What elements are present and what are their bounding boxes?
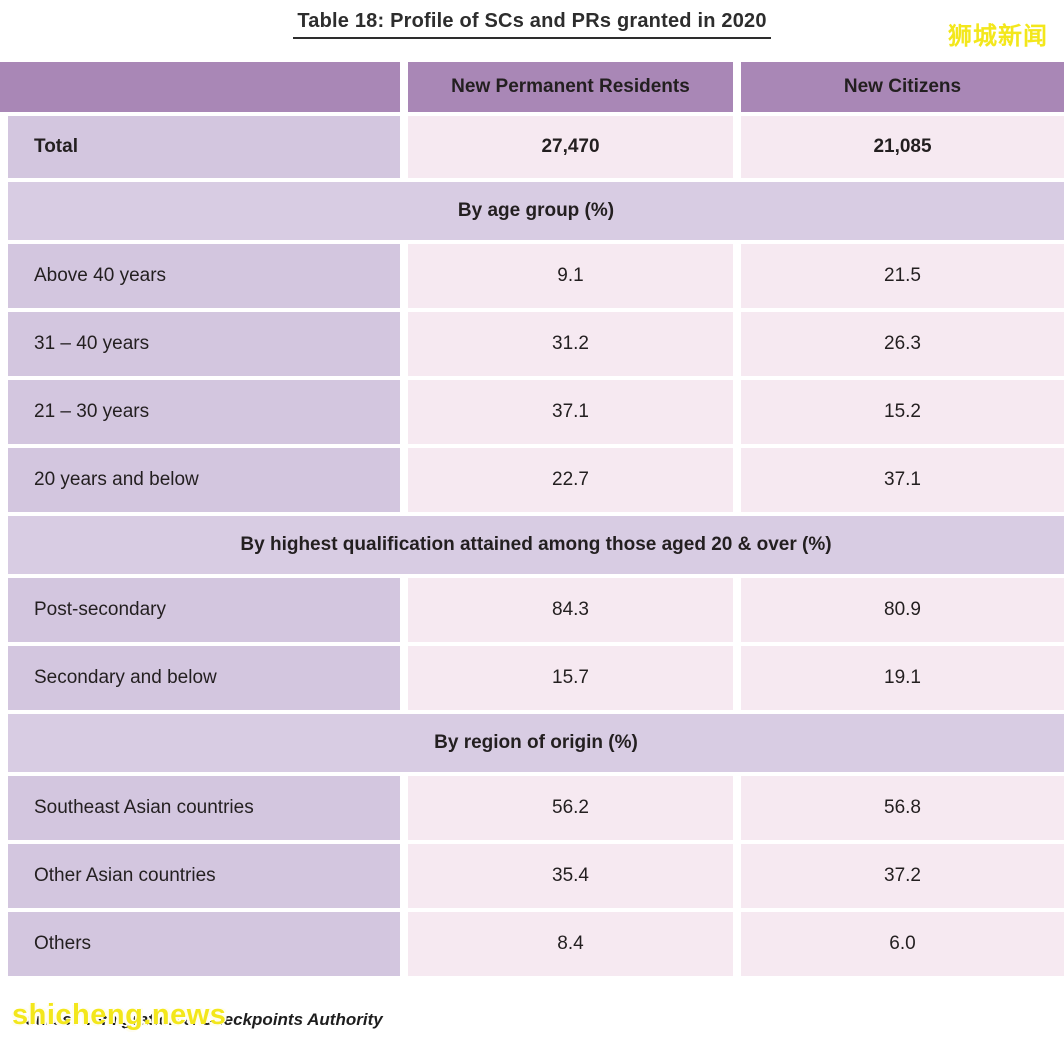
nc-value-cell: 19.1 — [741, 646, 1064, 710]
pr-value-cell: 37.1 — [408, 380, 733, 444]
profile-table: New Permanent Residents New Citizens Tot… — [0, 62, 1064, 976]
table-header-empty — [0, 62, 400, 112]
row-label: Others — [8, 912, 400, 976]
table-row: Secondary and below 15.7 19.1 — [8, 646, 1064, 710]
table-row: Other Asian countries 35.4 37.2 — [8, 844, 1064, 908]
pr-value-cell: 31.2 — [408, 312, 733, 376]
row-label: Total — [8, 116, 400, 178]
section-header: By highest qualification attained among … — [8, 516, 1064, 574]
pr-value-cell: 9.1 — [408, 244, 733, 308]
table-row: Others 8.4 6.0 — [8, 912, 1064, 976]
source-note: Source: Immigration & Checkpoints Author… — [14, 1010, 383, 1029]
row-label: 31 – 40 years — [8, 312, 400, 376]
nc-value-cell: 80.9 — [741, 578, 1064, 642]
table-row-total: Total 27,470 21,085 — [8, 116, 1064, 178]
table-header-new-permanent-residents: New Permanent Residents — [408, 62, 733, 112]
table-header-row: New Permanent Residents New Citizens — [0, 62, 1064, 112]
nc-value-cell: 15.2 — [741, 380, 1064, 444]
page-title-wrap: Table 18: Profile of SCs and PRs granted… — [0, 0, 1064, 56]
pr-value-cell: 56.2 — [408, 776, 733, 840]
nc-value-cell: 26.3 — [741, 312, 1064, 376]
nc-value-cell: 6.0 — [741, 912, 1064, 976]
site-watermark-top: 狮城新闻 — [948, 23, 1048, 50]
nc-value-cell: 21,085 — [741, 116, 1064, 178]
table-row: 20 years and below 22.7 37.1 — [8, 448, 1064, 512]
row-label: 21 – 30 years — [8, 380, 400, 444]
table-header-new-citizens: New Citizens — [741, 62, 1064, 112]
pr-value-cell: 8.4 — [408, 912, 733, 976]
site-watermark-bottom: shicheng.news — [12, 999, 227, 1031]
pr-value-cell: 27,470 — [408, 116, 733, 178]
row-label: Secondary and below — [8, 646, 400, 710]
section-region-of-origin: By region of origin (%) — [8, 714, 1064, 772]
table-row: Above 40 years 9.1 21.5 — [8, 244, 1064, 308]
nc-value-cell: 56.8 — [741, 776, 1064, 840]
pr-value-cell: 15.7 — [408, 646, 733, 710]
pr-value-cell: 22.7 — [408, 448, 733, 512]
row-label: Above 40 years — [8, 244, 400, 308]
section-header: By age group (%) — [8, 182, 1064, 240]
table-row: Post-secondary 84.3 80.9 — [8, 578, 1064, 642]
row-label: Post-secondary — [8, 578, 400, 642]
row-label: Other Asian countries — [8, 844, 400, 908]
pr-value-cell: 84.3 — [408, 578, 733, 642]
section-header: By region of origin (%) — [8, 714, 1064, 772]
nc-value-cell: 21.5 — [741, 244, 1064, 308]
page-title: Table 18: Profile of SCs and PRs granted… — [293, 10, 771, 39]
pr-value-cell: 35.4 — [408, 844, 733, 908]
row-label: 20 years and below — [8, 448, 400, 512]
section-qualification: By highest qualification attained among … — [8, 516, 1064, 574]
section-age-group: By age group (%) — [8, 182, 1064, 240]
table-row: Southeast Asian countries 56.2 56.8 — [8, 776, 1064, 840]
table-row: 31 – 40 years 31.2 26.3 — [8, 312, 1064, 376]
nc-value-cell: 37.2 — [741, 844, 1064, 908]
row-label: Southeast Asian countries — [8, 776, 400, 840]
nc-value-cell: 37.1 — [741, 448, 1064, 512]
table-row: 21 – 30 years 37.1 15.2 — [8, 380, 1064, 444]
